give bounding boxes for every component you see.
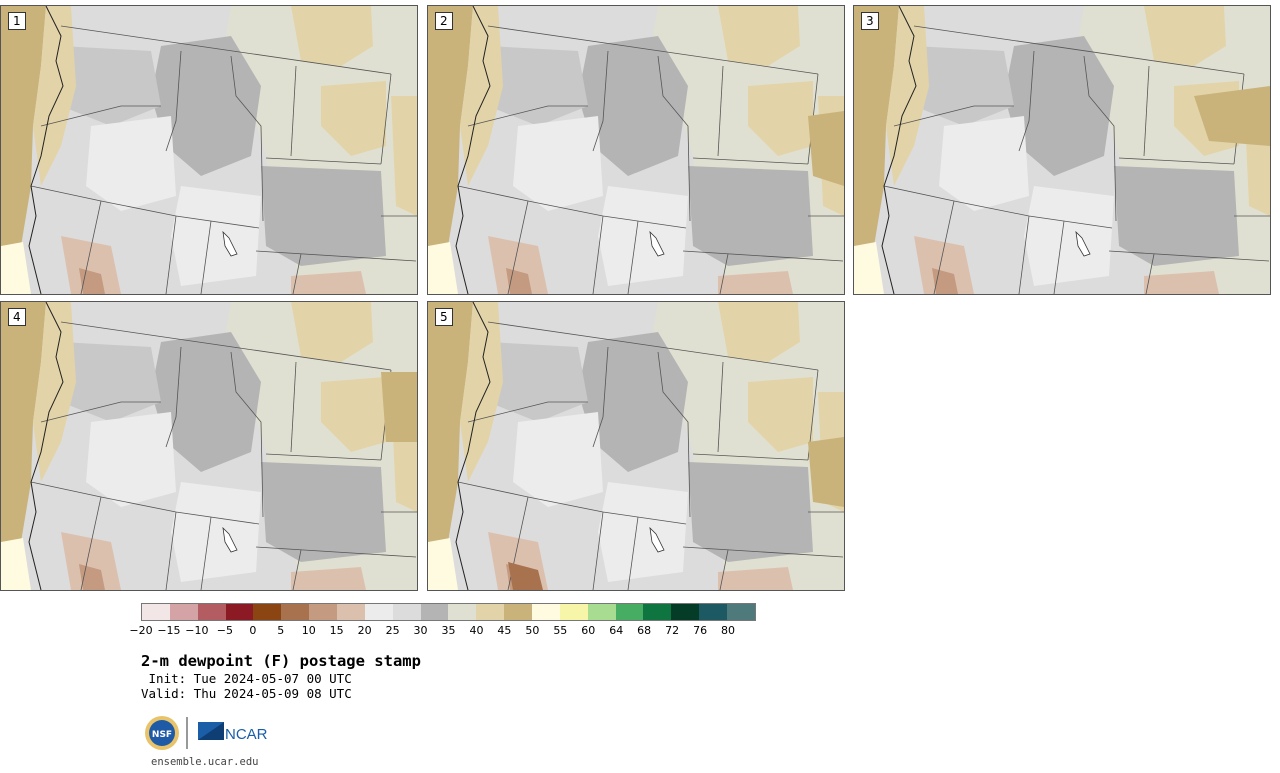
colorbar-tick: 25 [385, 624, 400, 637]
colorbar-swatch [699, 604, 728, 620]
colorbar-swatch [559, 604, 588, 620]
colorbar-tick: 5 [277, 624, 285, 637]
colorbar-tick: 40 [469, 624, 484, 637]
colorbar-swatch [504, 604, 533, 620]
colorbar-swatch [281, 604, 310, 620]
colorbar-swatch [364, 604, 393, 620]
colorbar-tick: 45 [497, 624, 512, 637]
ncar-logo-text: NCAR [225, 726, 268, 743]
colorbar-tick: 35 [441, 624, 456, 637]
nsf-logo: NSF [145, 716, 179, 750]
colorbar-tick-labels: −20 −15 −10 −5 0 5 10 15 20 25 30 35 40 45 50 55 60 64 68 7… [129, 624, 756, 638]
colorbar-swatch [337, 604, 365, 620]
colorbar-tick: 68 [637, 624, 652, 637]
colorbar-swatch [420, 604, 449, 620]
colorbar-swatch [392, 604, 421, 620]
colorbar-swatch [169, 604, 198, 620]
nsf-logo-text: NSF [152, 730, 172, 740]
colorbar-swatch [309, 604, 338, 620]
colorbar-swatch [142, 604, 170, 620]
colorbar-tick: 10 [301, 624, 316, 637]
valid-time-text: Valid: Thu 2024-05-09 08 UTC [141, 686, 352, 701]
colorbar-swatch [671, 604, 700, 620]
colorbar-tick: 60 [581, 624, 596, 637]
init-time-text: Init: Tue 2024-05-07 00 UTC [141, 671, 352, 686]
colorbar-tick: 50 [525, 624, 540, 637]
ensemble-member-panel-4: 4 [0, 301, 418, 591]
colorbar-tick: 0 [249, 624, 257, 637]
colorbar-swatch [727, 604, 755, 620]
panel-number-label: 4 [8, 308, 26, 326]
panel-number-label: 3 [861, 12, 879, 30]
ensemble-member-panel-3: 3 [853, 5, 1271, 295]
ensemble-member-panel-5: 5 [427, 301, 845, 591]
panel-number-label: 2 [435, 12, 453, 30]
colorbar-tick: 55 [553, 624, 568, 637]
ensemble-member-panel-2: 2 [427, 5, 845, 295]
colorbar-tick: −10 [185, 624, 209, 637]
colorbar-swatch [643, 604, 672, 620]
chart-title: 2-m dewpoint (F) postage stamp [141, 652, 421, 670]
colorbar-tick: −15 [157, 624, 181, 637]
panel-number-label: 1 [8, 12, 26, 30]
dewpoint-colorbar [141, 603, 756, 621]
ensemble-member-panel-1: 1 [0, 5, 418, 295]
colorbar-tick: 80 [721, 624, 736, 637]
colorbar-swatch [615, 604, 644, 620]
colorbar-tick: 72 [665, 624, 680, 637]
colorbar-tick: 30 [413, 624, 428, 637]
colorbar-tick: 76 [693, 624, 708, 637]
sponsor-logos: NSF NCAR [144, 714, 284, 752]
colorbar-tick: 20 [357, 624, 372, 637]
colorbar-swatch [197, 604, 226, 620]
ncar-logo: NCAR [198, 722, 268, 743]
panel-number-label: 5 [435, 308, 453, 326]
colorbar-tick: −5 [216, 624, 233, 637]
website-url: ensemble.ucar.edu [151, 756, 259, 768]
colorbar-tick: 15 [329, 624, 344, 637]
colorbar-tick: 64 [609, 624, 624, 637]
colorbar-swatch [476, 604, 505, 620]
colorbar-swatch [532, 604, 560, 620]
colorbar-swatch [587, 604, 616, 620]
colorbar-tick: −20 [129, 624, 153, 637]
colorbar-swatch [448, 604, 477, 620]
colorbar-swatch [225, 604, 254, 620]
colorbar-swatch [253, 604, 282, 620]
